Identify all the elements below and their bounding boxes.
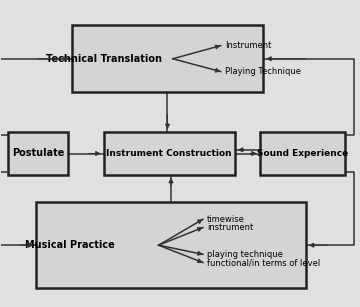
Text: Instrument: Instrument <box>225 41 271 50</box>
Text: Sound Experience: Sound Experience <box>257 149 348 158</box>
FancyBboxPatch shape <box>104 132 235 175</box>
Text: functional/in terms of level: functional/in terms of level <box>207 258 320 267</box>
Text: instrument: instrument <box>207 223 253 232</box>
FancyBboxPatch shape <box>72 25 263 92</box>
FancyBboxPatch shape <box>260 132 345 175</box>
Text: playing technique: playing technique <box>207 250 283 259</box>
Text: Postulate: Postulate <box>12 149 64 158</box>
Text: timewise: timewise <box>207 215 245 224</box>
FancyBboxPatch shape <box>8 132 68 175</box>
FancyBboxPatch shape <box>36 202 306 288</box>
Text: Musical Practice: Musical Practice <box>25 240 115 250</box>
Text: Playing Technique: Playing Technique <box>225 67 301 76</box>
Text: Instrument Construction: Instrument Construction <box>107 149 232 158</box>
Text: Technical Translation: Technical Translation <box>46 54 162 64</box>
